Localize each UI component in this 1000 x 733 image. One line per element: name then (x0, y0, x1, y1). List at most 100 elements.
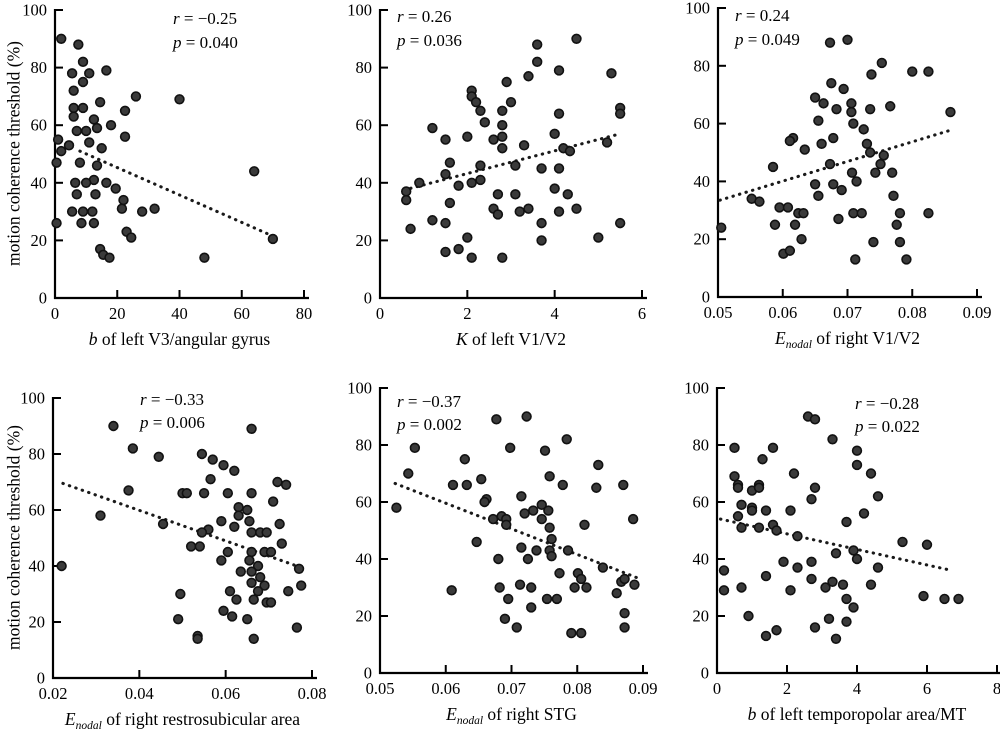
data-point (514, 579, 526, 590)
data-point (729, 442, 740, 454)
data-point (218, 459, 229, 471)
data-point (619, 573, 630, 585)
data-point (71, 189, 82, 200)
data-point (488, 134, 499, 145)
data-point (280, 479, 292, 491)
data-point (198, 487, 210, 499)
data-point (841, 593, 852, 605)
data-point (504, 442, 516, 454)
data-point (91, 160, 103, 171)
x-tick-label: 0 (713, 679, 721, 698)
y-tick-label: 20 (693, 607, 710, 626)
data-point (116, 203, 128, 214)
data-point (130, 91, 142, 102)
data-point (564, 145, 576, 157)
y-tick-label: 100 (20, 389, 45, 408)
data-point (826, 77, 837, 89)
x-axis-label: Enodal of right restrosubicular area (64, 709, 300, 732)
data-point (760, 630, 772, 642)
data-point (531, 545, 542, 556)
data-point (494, 582, 505, 593)
data-point (194, 541, 205, 552)
data-point (172, 614, 184, 625)
scatter-panel-top-right: 0 20 40 60 80 100 0.05 0.06 0.07 0.08 0.09 r = 0.24… (685, 0, 991, 351)
data-point (444, 197, 456, 209)
y-tick-label: 100 (347, 379, 372, 398)
y-tick-label: 0 (701, 664, 709, 683)
data-point (549, 128, 560, 140)
data-point (174, 94, 185, 105)
data-point (856, 207, 867, 219)
data-point (872, 491, 884, 502)
r-value-annotation: r = −0.25 (173, 9, 237, 28)
data-point (440, 168, 451, 180)
x-tick-label: 40 (171, 304, 188, 323)
y-tick-label: 80 (356, 58, 373, 77)
data-point (235, 566, 246, 577)
data-point (921, 539, 933, 550)
data-point (503, 593, 514, 605)
data-point (246, 423, 257, 434)
data-point (848, 545, 859, 556)
y-tick-label: 60 (356, 493, 373, 512)
data-point (736, 499, 747, 511)
data-point (823, 613, 835, 625)
data-point (536, 217, 547, 229)
scatter-panel-top-left: 0 20 40 60 80 100 0 20 40 60 80 r = −0.25 p = 0.040 b… (22, 1, 312, 350)
data-point (601, 137, 613, 148)
data-point (858, 508, 870, 519)
data-point (414, 177, 425, 189)
x-tick-label: 2 (463, 304, 471, 323)
x-tick-label: 0.04 (125, 684, 154, 703)
data-point (532, 56, 543, 68)
data-point (246, 546, 257, 558)
x-tick-label: 0.06 (211, 684, 240, 703)
data-point (224, 586, 236, 597)
y-tick-label: 60 (31, 116, 48, 135)
data-point (68, 111, 79, 122)
data-point (923, 207, 934, 219)
data-point (782, 202, 794, 213)
data-point (785, 585, 796, 596)
data-point (760, 505, 772, 516)
data-point (813, 190, 824, 202)
data-point (272, 476, 283, 488)
data-point (499, 613, 511, 625)
data-point (901, 254, 912, 265)
data-point (536, 235, 547, 246)
data-point (851, 553, 863, 565)
data-point (907, 66, 918, 77)
data-point (566, 627, 577, 639)
p-value-annotation: p = 0.049 (734, 30, 800, 49)
data-point (487, 513, 499, 525)
data-point (267, 496, 279, 507)
data-point (841, 516, 852, 528)
data-point (866, 69, 877, 80)
data-point (510, 189, 521, 200)
data-point (546, 533, 557, 545)
data-point (462, 131, 473, 142)
data-point (891, 219, 902, 230)
data-point (536, 163, 547, 174)
data-point (824, 158, 836, 170)
data-point (222, 546, 234, 558)
data-point (71, 125, 82, 137)
data-point (267, 233, 279, 245)
data-point (259, 580, 270, 591)
data-point (446, 585, 457, 596)
data-point (746, 505, 758, 516)
data-point (799, 144, 810, 155)
data-point (553, 65, 565, 76)
y-tick-label: 80 (31, 58, 48, 77)
data-point (945, 106, 956, 118)
data-point (757, 454, 768, 465)
y-tick-label: 20 (694, 230, 711, 249)
data-point (518, 140, 530, 151)
data-point (101, 65, 112, 76)
r-value-annotation: r = 0.26 (397, 7, 451, 26)
data-point (850, 254, 861, 265)
data-point (865, 468, 877, 479)
y-tick-label: 0 (39, 289, 47, 308)
data-point (732, 511, 744, 522)
data-point (549, 183, 560, 194)
